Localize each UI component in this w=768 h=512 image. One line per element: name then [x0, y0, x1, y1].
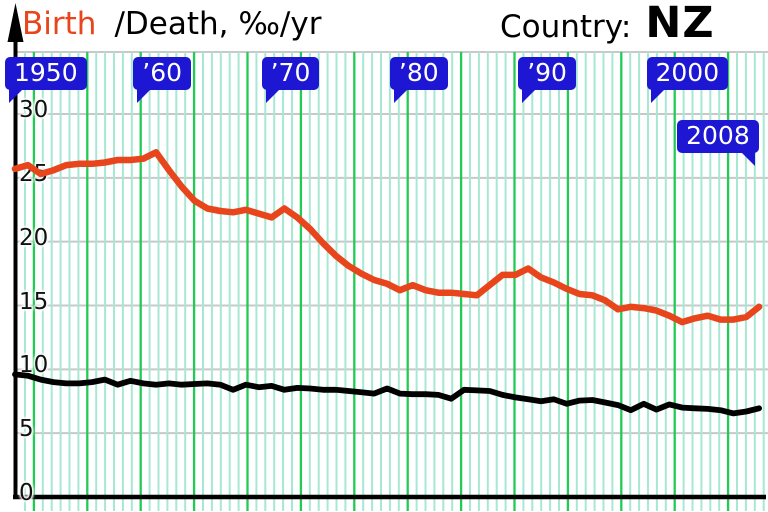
- country-code: NZ: [645, 0, 715, 48]
- year-tag-2000: 2000: [646, 57, 729, 103]
- y-tick-label-10: 10: [19, 352, 49, 379]
- chart-title: Birth /Death, ‰/yr: [22, 6, 321, 42]
- year-tag-1980: ’80: [389, 57, 448, 103]
- y-tick-label-5: 5: [19, 416, 34, 443]
- year-tag-1950: 1950: [5, 57, 87, 103]
- y-tick-label-30: 30: [19, 97, 49, 124]
- death-units-title-word: /Death, ‰/yr: [114, 6, 322, 42]
- year-tag-1990: ’90: [518, 57, 576, 103]
- year-tag-1970: ’70: [261, 57, 320, 103]
- year-tag-2008: 2008: [677, 120, 759, 166]
- y-tick-label-0: 0: [19, 480, 34, 506]
- country-label: Country:: [500, 9, 632, 45]
- year-tag-1960: ’60: [133, 57, 192, 103]
- birth-title-word: Birth: [22, 6, 97, 42]
- country-block: Country: NZ: [500, 0, 715, 50]
